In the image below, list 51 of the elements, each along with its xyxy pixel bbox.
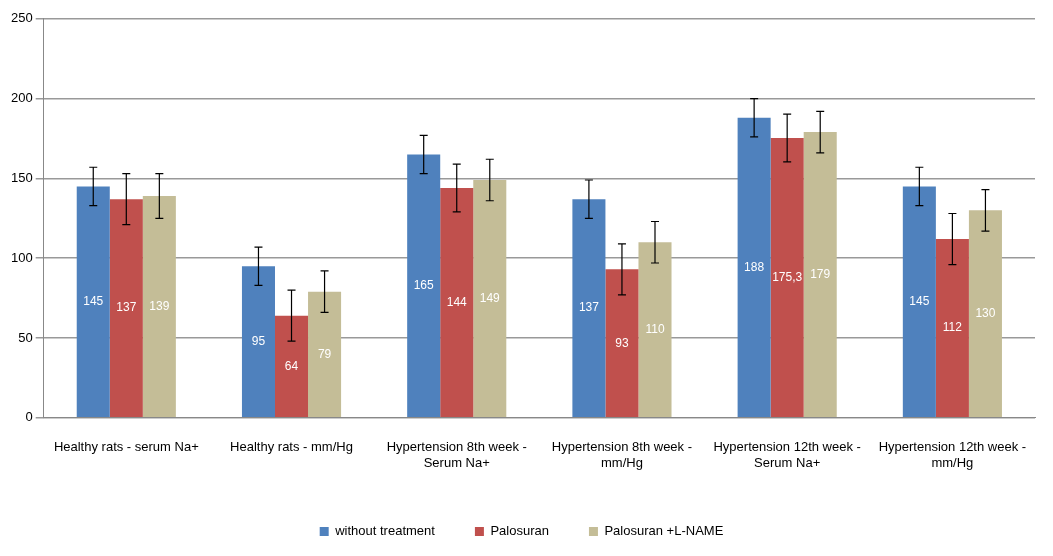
bar	[935, 239, 969, 418]
data-label: 175,3	[772, 269, 803, 284]
data-label: 188	[744, 259, 765, 274]
data-label: 165	[413, 278, 435, 293]
bar	[109, 199, 143, 418]
x-tick-label: Hypertension 12th week - mm/Hg	[878, 439, 1027, 470]
data-label: 144	[446, 294, 468, 309]
bar	[737, 117, 771, 418]
bar	[407, 154, 441, 418]
bar	[605, 269, 639, 418]
x-tick-label: Hypertension 12th week - Serum Na+	[713, 439, 861, 470]
data-label: 110	[645, 321, 665, 336]
data-label: 93	[615, 335, 629, 350]
bar	[803, 132, 837, 418]
bar	[440, 187, 474, 418]
data-label: 145	[83, 294, 104, 309]
data-label: 112	[942, 320, 963, 335]
x-tick-label: Healthy rats - serum Na+	[53, 439, 199, 455]
bar	[572, 199, 606, 418]
data-label: 137	[578, 300, 600, 315]
data-label: 64	[284, 358, 299, 373]
x-tick-label: Healthy rats - mm/Hg	[230, 439, 353, 455]
bar	[275, 315, 309, 418]
legend-label: Palosuran +L-NAME	[604, 523, 724, 539]
legend-label: Palosuran	[490, 523, 549, 539]
y-tick-label: 0	[25, 409, 33, 425]
data-label: 95	[251, 333, 266, 348]
y-tick-label: 200	[10, 90, 33, 106]
data-label: 130	[975, 306, 996, 320]
y-tick-label: 250	[10, 10, 33, 26]
bar	[902, 186, 936, 418]
bar	[241, 266, 275, 418]
bar	[76, 186, 110, 418]
bar	[473, 180, 507, 418]
data-label: 79	[317, 346, 332, 361]
y-tick-label: 50	[18, 329, 33, 345]
bar	[968, 210, 1002, 418]
data-label: 145	[909, 294, 930, 309]
bar	[770, 138, 804, 418]
x-tick-label: Hypertension 8th week - Serum Na+	[386, 439, 527, 470]
bar	[308, 291, 342, 418]
bar	[142, 195, 176, 418]
data-label: 179	[810, 266, 831, 281]
data-label: 137	[116, 300, 137, 315]
x-tick-label: Hypertension 8th week - mm/Hg	[551, 439, 693, 470]
legend-label: without treatment	[334, 523, 436, 539]
y-tick-label: 100	[10, 249, 33, 265]
data-label: 139	[149, 298, 170, 313]
data-label: 149	[479, 290, 501, 305]
bar	[638, 242, 672, 418]
y-tick-label: 150	[10, 169, 33, 185]
